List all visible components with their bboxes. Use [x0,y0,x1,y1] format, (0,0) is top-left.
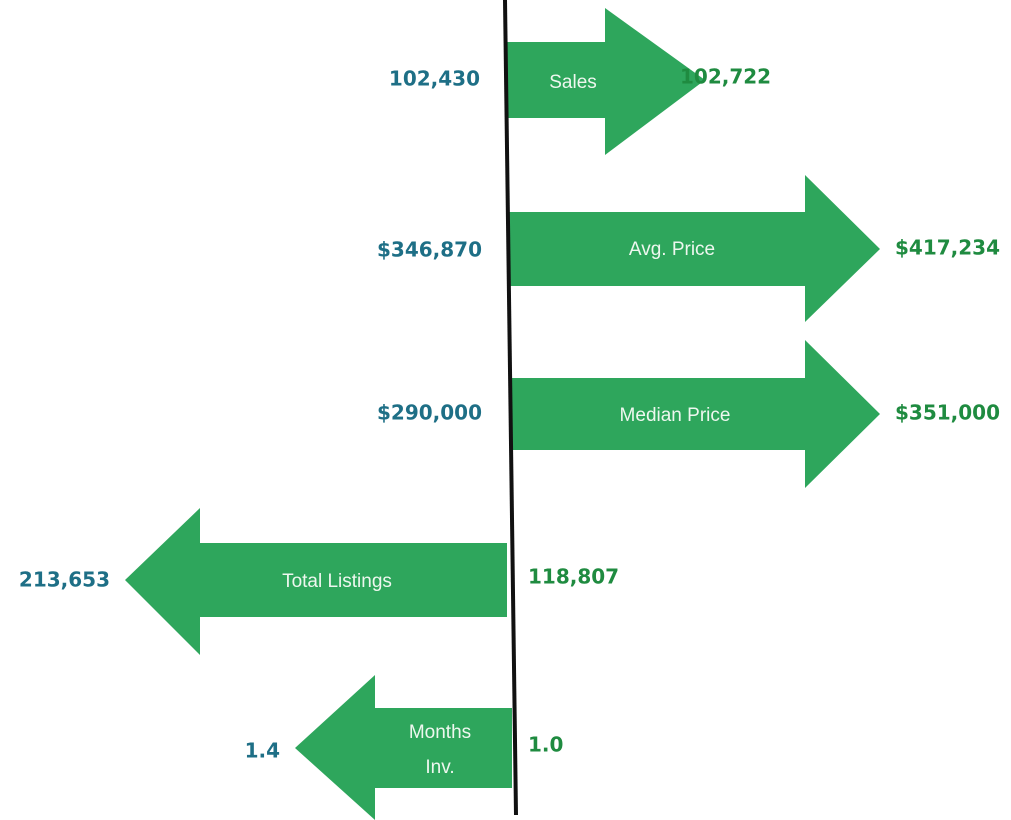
after-value: $351,000 [895,401,1000,425]
arrow-left [295,675,512,820]
arrow-right [510,340,880,488]
before-value: 213,653 [19,568,110,592]
before-value: 1.4 [245,739,280,763]
arrow-right [507,8,705,155]
arrow-label: Median Price [620,405,731,426]
arrow-label: Sales [549,72,597,93]
before-value: 102,430 [389,67,480,91]
divider [503,0,518,816]
arrow-right [508,175,880,322]
arrow-label: Avg. Price [629,239,715,260]
after-value: $417,234 [895,236,1000,260]
after-value: 118,807 [528,565,619,589]
after-value: 1.0 [528,733,563,757]
before-value: $290,000 [377,401,482,425]
arrow-label: Total Listings [282,571,392,592]
before-value: $346,870 [377,238,482,262]
after-value: 102,722 [680,65,771,89]
arrow-label: Inv. [425,757,454,778]
arrow-label: Months [409,722,471,743]
arrow-left [125,508,507,655]
